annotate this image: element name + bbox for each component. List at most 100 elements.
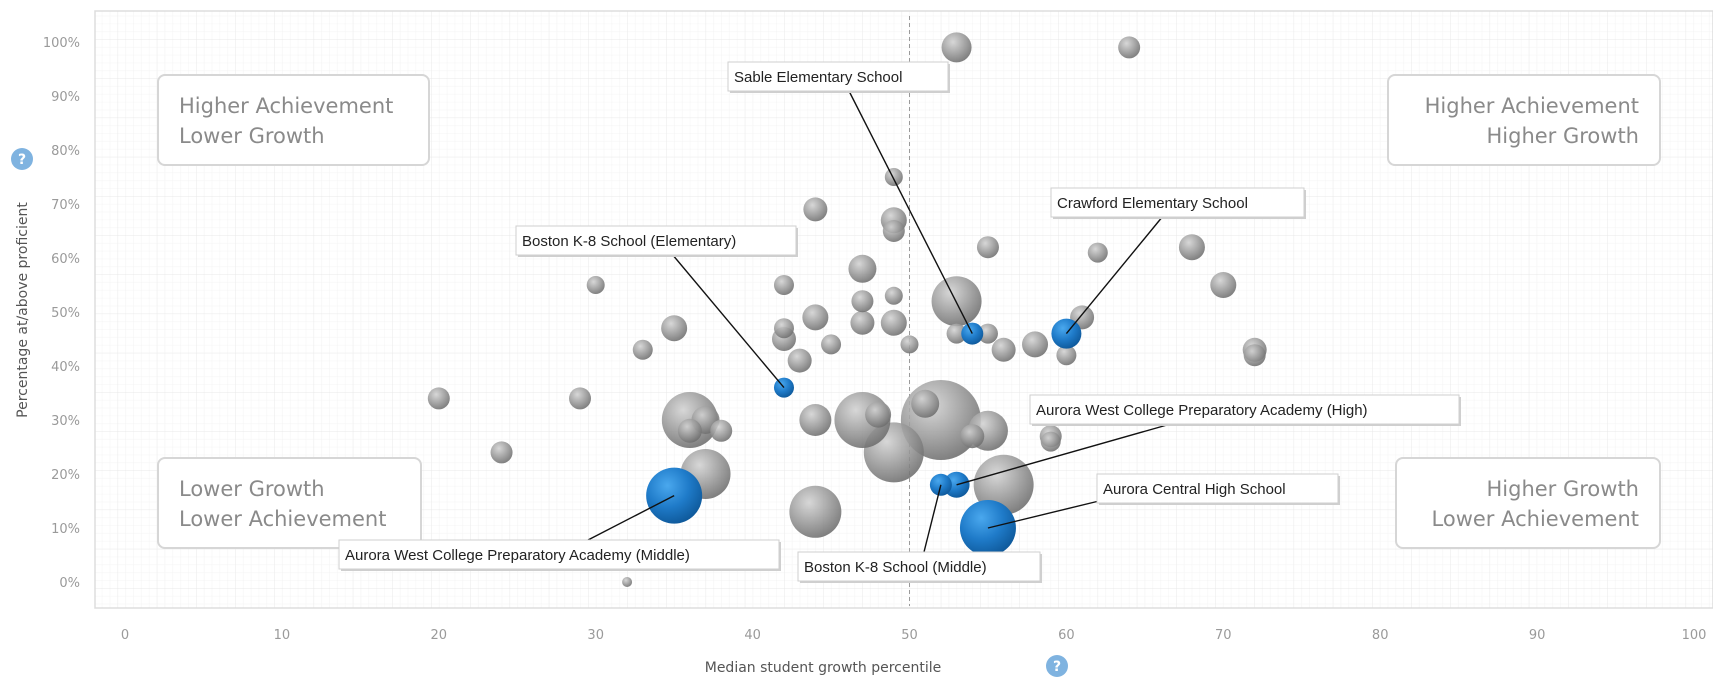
x-tick-label: 30: [587, 628, 604, 643]
callout-box: [1050, 187, 1305, 218]
bubble-layer: [427, 32, 1267, 587]
school-bubble[interactable]: [882, 220, 905, 242]
callout-text: Boston K-8 School (Elementary): [522, 233, 736, 250]
x-tick-label: 60: [1058, 628, 1075, 643]
school-bubble[interactable]: [1087, 242, 1108, 263]
school-bubble[interactable]: [1118, 36, 1141, 59]
school-bubble[interactable]: [773, 318, 794, 339]
school-bubble[interactable]: [941, 32, 972, 63]
school-bubble[interactable]: [787, 348, 812, 373]
quadrant-box: [157, 457, 422, 549]
callout-leader-line: [923, 484, 942, 553]
school-bubble[interactable]: [821, 334, 842, 355]
quadrant-box: [1387, 74, 1661, 166]
callout-leader-line: [1065, 215, 1164, 335]
school-bubble[interactable]: [1243, 344, 1266, 367]
quadrant-line-1: Higher Achievement: [1425, 94, 1639, 118]
x-axis-ticks: 0 10 20 30 40 50 60 70 80 90 100: [121, 628, 1707, 643]
y-axis-ticks: 0% 10% 20% 30% 40% 50% 60% 70% 80% 90% 100%: [43, 36, 80, 591]
y-tick-label: 30%: [51, 414, 80, 429]
y-help-icon[interactable]: ?: [11, 148, 33, 170]
callout-box: [1029, 394, 1460, 425]
school-bubble[interactable]: [677, 418, 702, 443]
school-bubble[interactable]: [710, 419, 733, 442]
callout-label: Boston K-8 School (Middle): [797, 484, 1042, 583]
callout-label: Aurora West College Preparatory Academy …: [338, 494, 781, 571]
x-tick-label: 10: [274, 628, 291, 643]
school-bubble[interactable]: [661, 315, 688, 342]
y-axis-title: Percentage at/above proficient: [15, 202, 31, 418]
school-bubble[interactable]: [1178, 234, 1205, 261]
quadrant-label-top-right: Higher Achievement Higher Growth: [1387, 74, 1661, 166]
school-bubble[interactable]: [622, 577, 633, 587]
x-axis-title: Median student growth percentile: [705, 660, 942, 676]
x-tick-label: 40: [744, 628, 761, 643]
school-bubble[interactable]: [802, 304, 829, 331]
callout-box: [797, 551, 1041, 582]
callout-label: Sable Elementary School: [727, 61, 973, 334]
y-tick-label: 90%: [51, 90, 80, 105]
school-bubble[interactable]: [900, 335, 919, 354]
callout-text: Aurora Central High School: [1103, 481, 1286, 498]
callout-box: [1096, 473, 1339, 504]
y-tick-label: 100%: [43, 36, 80, 51]
x-tick-label: 0: [121, 628, 129, 643]
school-bubble[interactable]: [973, 454, 1034, 515]
school-bubble[interactable]: [1022, 331, 1049, 358]
svg-text:?: ?: [1053, 659, 1061, 675]
y-tick-label: 80%: [51, 144, 80, 159]
callout-label: Aurora Central High School: [987, 473, 1340, 529]
highlighted-school-bubble[interactable]: [646, 467, 703, 524]
x-tick-label: 50: [901, 628, 918, 643]
school-bubble[interactable]: [865, 401, 892, 428]
school-bubble[interactable]: [1056, 345, 1077, 366]
quadrant-box: [157, 74, 430, 166]
school-bubble[interactable]: [880, 309, 907, 336]
x-help-icon[interactable]: ?: [1046, 655, 1068, 677]
school-bubble[interactable]: [851, 290, 874, 313]
callout-box: [515, 225, 797, 256]
school-bubble[interactable]: [789, 485, 842, 538]
callout-box: [338, 539, 780, 570]
school-bubble[interactable]: [884, 168, 903, 186]
callout-text: Crawford Elementary School: [1057, 195, 1248, 212]
x-tick-label: 90: [1529, 628, 1546, 643]
quadrant-labels: Higher Achievement Lower Growth Higher Ach…: [157, 74, 1661, 549]
callout-leader-line: [587, 494, 675, 541]
school-bubble[interactable]: [632, 339, 653, 360]
school-bubble[interactable]: [991, 337, 1016, 362]
school-bubble[interactable]: [803, 197, 828, 222]
school-bubble[interactable]: [960, 424, 985, 449]
callout-box: [727, 61, 949, 92]
callout-layer: Sable Elementary School Crawford Elementa…: [338, 61, 1461, 583]
school-bubble[interactable]: [911, 389, 940, 418]
school-bubble[interactable]: [850, 310, 875, 335]
quadrant-box: [1395, 457, 1661, 549]
svg-text:?: ?: [18, 152, 26, 168]
y-tick-label: 70%: [51, 198, 80, 213]
school-bubble[interactable]: [569, 387, 592, 410]
quadrant-line-2: Lower Achievement: [179, 507, 386, 531]
school-bubble[interactable]: [586, 276, 605, 294]
callout-label: Crawford Elementary School: [1050, 187, 1306, 335]
school-bubble[interactable]: [490, 441, 513, 464]
school-bubble[interactable]: [799, 404, 832, 436]
callout-leader-line: [987, 500, 1100, 529]
quadrant-line-2: Lower Achievement: [1432, 507, 1639, 531]
school-bubble[interactable]: [884, 286, 903, 305]
school-bubble[interactable]: [976, 236, 999, 259]
school-bubble[interactable]: [427, 387, 450, 410]
callout-label: Aurora West College Preparatory Academy …: [956, 394, 1461, 486]
school-bubble[interactable]: [773, 275, 794, 295]
school-bubble[interactable]: [848, 254, 877, 283]
school-bubble[interactable]: [946, 323, 967, 344]
school-bubble[interactable]: [1210, 272, 1237, 298]
school-bubble[interactable]: [1040, 431, 1061, 452]
callout-leader-line: [671, 253, 785, 389]
school-bubble[interactable]: [977, 323, 998, 344]
callout-text: Boston K-8 School (Middle): [804, 559, 987, 576]
quadrant-line-2: Lower Growth: [179, 124, 325, 148]
callout-text: Aurora West College Preparatory Academy …: [1036, 402, 1368, 419]
y-tick-label: 10%: [51, 522, 80, 537]
